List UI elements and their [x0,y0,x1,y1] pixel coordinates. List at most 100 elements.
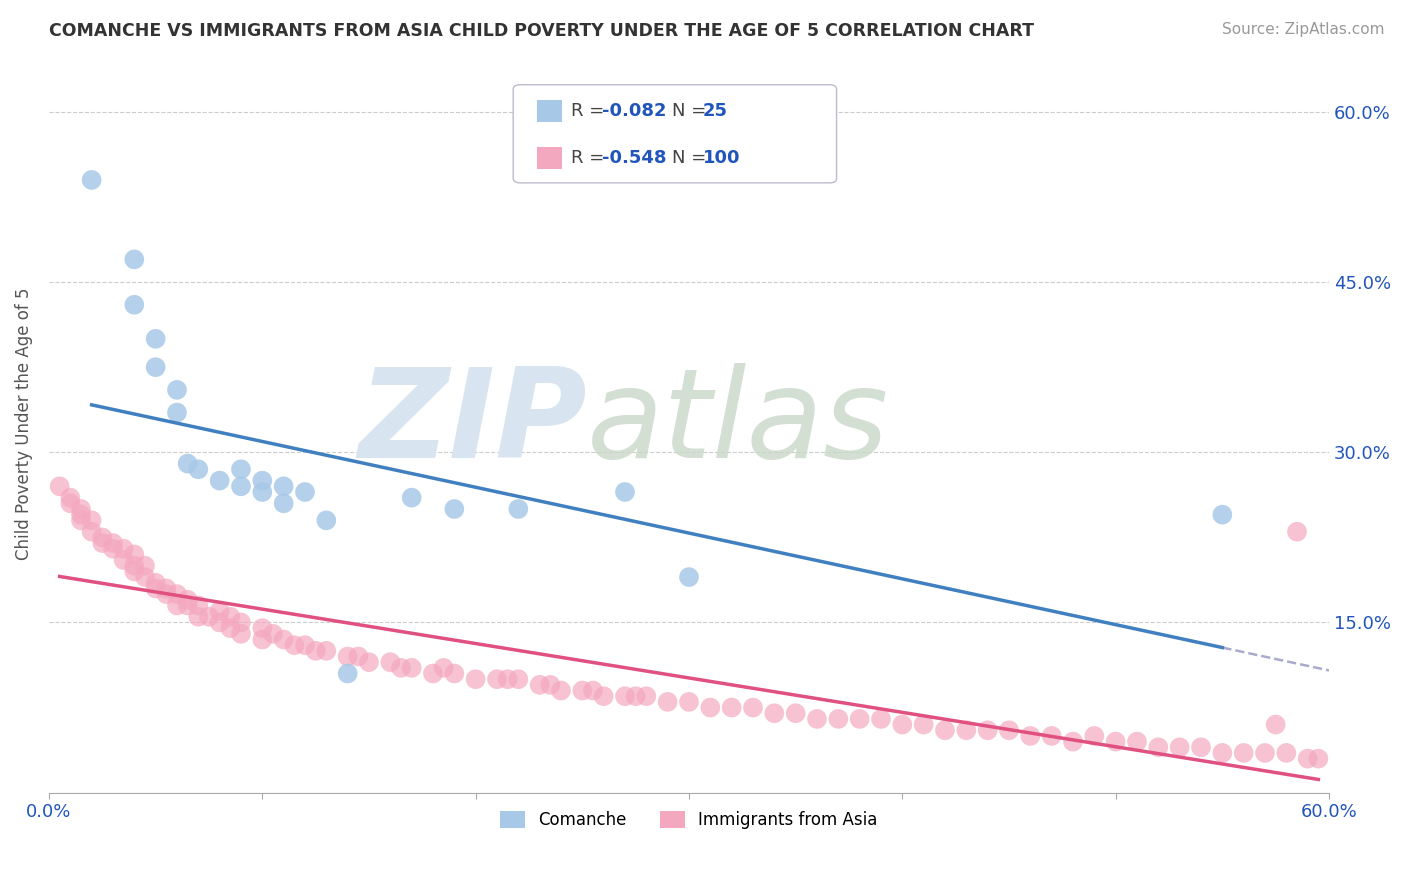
Point [848,712,870,726]
Point [1189,740,1212,755]
Point [742,700,765,714]
Point [80,173,103,187]
Point [112,553,135,567]
Point [1211,508,1233,522]
Text: R =: R = [571,102,610,120]
Point [187,462,209,476]
Point [1105,734,1128,748]
Point [252,632,274,647]
Point [1126,734,1149,748]
Point [347,649,370,664]
Point [1211,746,1233,760]
Point [198,609,221,624]
Point [678,570,700,584]
Point [166,587,188,601]
Point [187,599,209,613]
Point [145,360,167,375]
Point [124,565,146,579]
Point [1168,740,1191,755]
Point [571,683,593,698]
Legend: Comanche, Immigrants from Asia: Comanche, Immigrants from Asia [494,805,884,836]
Point [1233,746,1256,760]
Point [624,690,647,704]
Point [357,655,380,669]
Point [401,491,423,505]
Text: -0.548: -0.548 [602,149,666,168]
Point [229,627,252,641]
Point [59,491,82,505]
Point [155,582,177,596]
Point [870,712,893,726]
Point [91,530,114,544]
Point [208,615,231,630]
Point [1296,751,1319,765]
Point [614,485,637,500]
Point [101,536,124,550]
Point [538,678,561,692]
Point [166,383,188,397]
Point [273,479,295,493]
Point [508,672,530,686]
Point [134,570,156,584]
Point [80,513,103,527]
Point [124,548,146,562]
Text: -0.082: -0.082 [602,102,666,120]
Point [305,644,328,658]
Point [155,587,177,601]
Point [433,661,456,675]
Point [912,717,935,731]
Point [529,678,551,692]
Point [176,592,198,607]
Point [1308,751,1330,765]
Point [176,457,198,471]
Point [229,479,252,493]
Point [208,604,231,618]
Text: 100: 100 [703,149,741,168]
Point [496,672,519,686]
Point [59,496,82,510]
Point [283,638,305,652]
Point [124,298,146,312]
Point [657,695,679,709]
Point [273,632,295,647]
Point [401,661,423,675]
Point [315,513,337,527]
Point [80,524,103,539]
Point [101,541,124,556]
Point [48,479,70,493]
Point [443,666,465,681]
Point [294,485,316,500]
Point [176,599,198,613]
Point [336,649,359,664]
Point [229,615,252,630]
Point [636,690,658,704]
Point [166,599,188,613]
Point [262,627,284,641]
Point [485,672,508,686]
Point [1062,734,1084,748]
Point [998,723,1021,738]
Point [827,712,849,726]
Point [187,609,209,624]
Point [976,723,998,738]
Point [229,462,252,476]
Point [1019,729,1042,743]
Point [806,712,828,726]
Point [315,644,337,658]
Point [614,690,637,704]
Point [134,558,156,573]
Point [763,706,786,721]
Point [145,575,167,590]
Point [124,252,146,267]
Point [252,485,274,500]
Point [464,672,486,686]
Point [592,690,614,704]
Point [219,621,242,635]
Text: R =: R = [571,149,610,168]
Text: N =: N = [672,102,711,120]
Point [91,536,114,550]
Point [891,717,914,731]
Y-axis label: Child Poverty Under the Age of 5: Child Poverty Under the Age of 5 [15,287,32,560]
Point [380,655,402,669]
Point [955,723,977,738]
